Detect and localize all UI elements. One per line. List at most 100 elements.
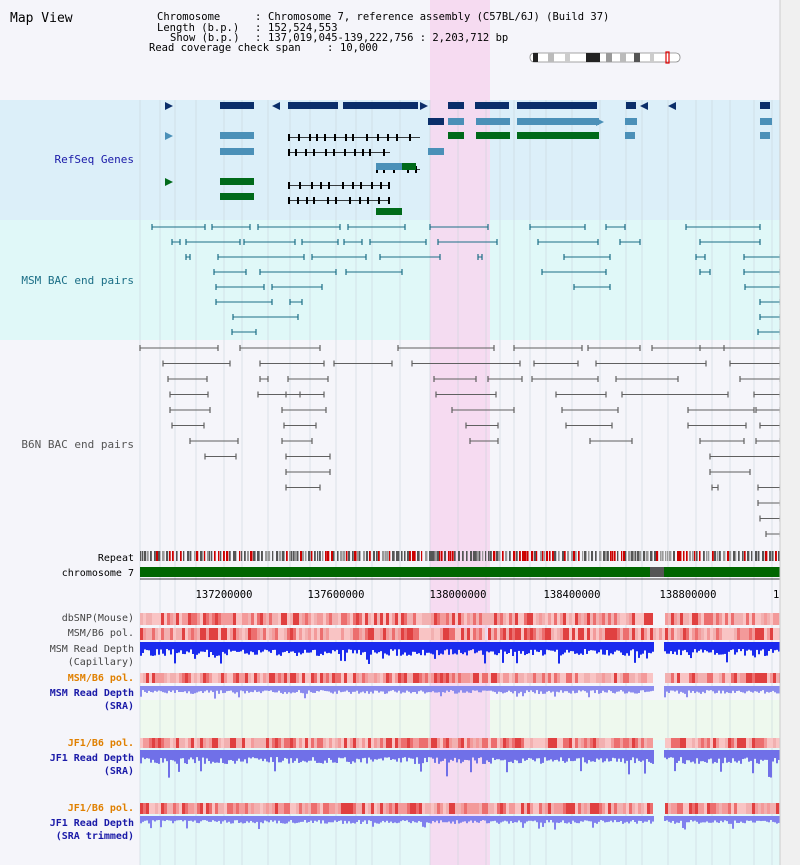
- read-depth-bar: [484, 750, 486, 764]
- polymorphism-cell: [317, 673, 320, 683]
- read-depth-bar: [336, 816, 338, 822]
- polymorphism-cell: [560, 803, 563, 814]
- read-depth-bar: [514, 642, 516, 652]
- label-jf1-b6-pol[interactable]: JF1/B6 pol.: [68, 738, 134, 749]
- refseq-gene-track[interactable]: [165, 102, 772, 215]
- polymorphism-cell: [353, 613, 356, 625]
- read-depth-bar: [326, 816, 328, 824]
- chromosome-ideogram[interactable]: [529, 51, 681, 64]
- read-depth-bar: [754, 750, 756, 759]
- polymorphism-cell: [344, 803, 347, 814]
- msm-bac-track[interactable]: [151, 224, 781, 335]
- polymorphism-cell: [299, 803, 302, 814]
- label-dbsnp[interactable]: dbSNP(Mouse): [62, 613, 134, 624]
- polymorphism-cell: [659, 628, 662, 640]
- label-msm-b6-pol-sra[interactable]: MSM/B6 pol.: [68, 673, 134, 684]
- read-depth-bar: [734, 750, 736, 762]
- polymorphism-cell: [650, 628, 653, 640]
- read-depth-bar: [296, 750, 298, 759]
- read-depth-bar: [588, 686, 590, 698]
- read-depth-bar: [248, 816, 250, 823]
- polymorphism-cell: [374, 738, 377, 748]
- read-depth-bar: [270, 750, 272, 758]
- read-depth-bar: [208, 816, 210, 822]
- read-depth-bar: [712, 642, 714, 650]
- read-depth-bar: [452, 642, 454, 655]
- label-refseq-genes[interactable]: RefSeq Genes: [55, 153, 134, 166]
- read-depth-bar: [578, 642, 580, 655]
- read-depth-bar: [684, 750, 686, 764]
- read-depth-bar: [338, 686, 340, 691]
- polymorphism-cell: [341, 738, 344, 748]
- read-depth-bar: [326, 686, 328, 692]
- polymorphism-cell: [212, 803, 215, 814]
- polymorphism-cell: [401, 673, 404, 683]
- polymorphism-cell: [551, 673, 554, 683]
- chromosome-bar[interactable]: [140, 567, 780, 577]
- polymorphism-cell: [413, 803, 416, 814]
- read-depth-bar: [302, 816, 304, 822]
- read-depth-bar: [484, 686, 486, 691]
- polymorphism-cell: [170, 628, 173, 640]
- repeat-track[interactable]: [140, 551, 781, 561]
- polymorphism-cell: [545, 673, 548, 683]
- label-jf1-b6-pol-trim[interactable]: JF1/B6 pol.: [68, 803, 134, 814]
- repeat-element: [522, 551, 524, 561]
- read-depth-bar: [678, 642, 680, 650]
- label-jf1-trim[interactable]: JF1 Read Depth: [50, 818, 134, 829]
- polymorphism-cell: [755, 803, 758, 814]
- read-depth-bar: [674, 686, 676, 692]
- read-depth-bar: [158, 750, 160, 764]
- repeat-element: [147, 551, 149, 561]
- variation-tracks[interactable]: [140, 613, 782, 830]
- polymorphism-cell: [548, 673, 551, 683]
- read-depth-bar: [626, 686, 628, 694]
- read-depth-bar: [428, 750, 430, 758]
- label-msm-depth-sra[interactable]: MSM Read Depth: [50, 688, 134, 699]
- polymorphism-cell: [611, 628, 614, 640]
- polymorphism-cell: [596, 673, 599, 683]
- read-depth-bar: [746, 686, 748, 692]
- polymorphism-cell: [716, 613, 719, 625]
- read-depth-bar: [722, 642, 724, 655]
- read-depth-bar: [348, 816, 350, 822]
- label-msm-b6-pol[interactable]: MSM/B6 pol.: [68, 628, 134, 639]
- read-depth-bar: [514, 750, 516, 760]
- polymorphism-cell: [767, 673, 770, 683]
- read-depth-bar: [712, 750, 714, 764]
- repeat-element: [158, 551, 161, 561]
- polymorphism-cell: [404, 628, 407, 640]
- repeat-element: [352, 551, 354, 561]
- read-depth-bar: [710, 686, 712, 691]
- polymorphism-cell: [158, 613, 161, 625]
- read-depth-bar: [410, 686, 412, 694]
- label-msm-depth-cap[interactable]: MSM Read Depth: [50, 644, 134, 655]
- label-msm-bac[interactable]: MSM BAC end pairs: [21, 274, 134, 287]
- label-repeat[interactable]: Repeat: [98, 553, 134, 564]
- repeat-element: [369, 551, 371, 561]
- read-depth-bar: [368, 642, 370, 664]
- polymorphism-cell: [644, 673, 647, 683]
- polymorphism-cell: [548, 803, 551, 814]
- polymorphism-cell: [305, 613, 308, 625]
- polymorphism-cell: [683, 738, 686, 748]
- polymorphism-cell: [740, 613, 743, 625]
- polymorphism-cell: [437, 628, 440, 640]
- read-depth-bar: [534, 750, 536, 762]
- polymorphism-cell: [647, 613, 650, 625]
- read-depth-bar: [180, 750, 182, 759]
- polymorphism-cell: [293, 673, 296, 683]
- label-jf1-depth[interactable]: JF1 Read Depth: [50, 753, 134, 764]
- read-depth-bar: [462, 686, 464, 693]
- polymorphism-cell: [677, 673, 680, 683]
- repeat-element: [346, 551, 348, 561]
- read-depth-bar: [724, 686, 726, 694]
- repeat-element: [172, 551, 174, 561]
- read-depth-bar: [470, 642, 472, 651]
- read-depth-bar: [414, 642, 416, 652]
- read-depth-bar: [314, 686, 316, 693]
- polymorphism-cell: [635, 803, 638, 814]
- label-b6n-bac[interactable]: B6N BAC end pairs: [21, 438, 134, 451]
- vertical-scrollbar[interactable]: [779, 0, 800, 865]
